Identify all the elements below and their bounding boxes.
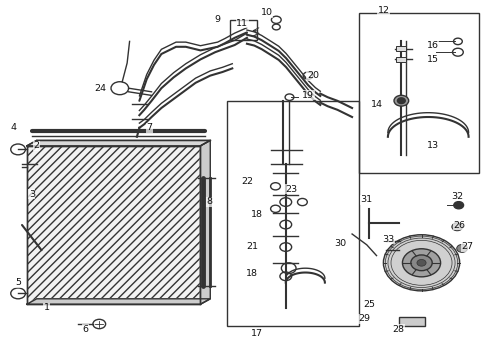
Text: 27: 27 xyxy=(460,242,472,251)
Text: 18: 18 xyxy=(245,269,257,278)
Circle shape xyxy=(451,223,462,231)
Bar xyxy=(396,57,406,62)
Text: 22: 22 xyxy=(241,177,252,186)
Polygon shape xyxy=(27,299,210,304)
Circle shape xyxy=(393,95,408,106)
Text: 32: 32 xyxy=(450,192,462,201)
Text: 30: 30 xyxy=(333,239,345,248)
Text: 20: 20 xyxy=(306,71,318,80)
Text: 25: 25 xyxy=(363,300,374,309)
Circle shape xyxy=(410,255,431,271)
Circle shape xyxy=(397,98,405,104)
Text: 5: 5 xyxy=(16,278,21,287)
Bar xyxy=(359,13,478,173)
Bar xyxy=(227,101,359,326)
Text: 2: 2 xyxy=(34,141,40,150)
Circle shape xyxy=(402,249,440,277)
Text: 19: 19 xyxy=(302,91,313,100)
Text: 29: 29 xyxy=(358,314,369,323)
Text: 21: 21 xyxy=(245,242,257,251)
Text: 6: 6 xyxy=(82,325,88,334)
Text: 7: 7 xyxy=(146,123,152,132)
Circle shape xyxy=(383,235,459,291)
Text: 28: 28 xyxy=(392,325,404,334)
Bar xyxy=(229,20,256,40)
Text: 8: 8 xyxy=(206,197,212,206)
Circle shape xyxy=(453,202,463,209)
Text: 33: 33 xyxy=(382,235,394,244)
Text: 31: 31 xyxy=(360,195,372,204)
Circle shape xyxy=(456,244,467,252)
Bar xyxy=(27,146,200,304)
Text: 23: 23 xyxy=(285,185,296,194)
Text: 10: 10 xyxy=(260,8,272,17)
Text: 13: 13 xyxy=(426,141,438,150)
Text: 1: 1 xyxy=(43,303,49,312)
Text: 16: 16 xyxy=(426,41,438,50)
Text: 9: 9 xyxy=(214,15,220,24)
Text: 11: 11 xyxy=(236,19,247,28)
Bar xyxy=(396,46,406,51)
Text: 18: 18 xyxy=(250,210,262,219)
Polygon shape xyxy=(200,140,210,304)
Bar xyxy=(27,146,200,304)
Polygon shape xyxy=(27,140,210,146)
Text: 3: 3 xyxy=(29,190,35,199)
Bar xyxy=(398,317,425,326)
Text: 24: 24 xyxy=(94,84,106,93)
Circle shape xyxy=(416,260,425,266)
Text: 4: 4 xyxy=(11,123,17,132)
Text: 12: 12 xyxy=(377,6,389,15)
Text: 14: 14 xyxy=(370,100,382,109)
Text: 17: 17 xyxy=(250,328,262,338)
Text: 15: 15 xyxy=(426,55,438,64)
Text: 26: 26 xyxy=(453,220,465,230)
